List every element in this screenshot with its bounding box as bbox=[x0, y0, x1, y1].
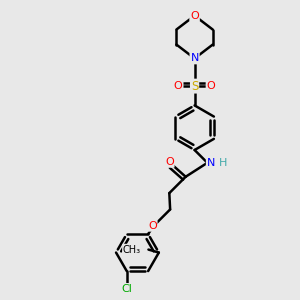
Text: O: O bbox=[148, 221, 157, 231]
Text: O: O bbox=[190, 11, 199, 21]
Text: S: S bbox=[191, 80, 198, 93]
Text: O: O bbox=[174, 81, 183, 91]
Text: N: N bbox=[190, 53, 199, 64]
Text: O: O bbox=[165, 157, 174, 167]
Text: Cl: Cl bbox=[121, 284, 132, 294]
Text: CH₃: CH₃ bbox=[123, 244, 141, 255]
Text: H: H bbox=[219, 158, 228, 168]
Text: O: O bbox=[207, 81, 215, 91]
Text: N: N bbox=[207, 158, 215, 168]
